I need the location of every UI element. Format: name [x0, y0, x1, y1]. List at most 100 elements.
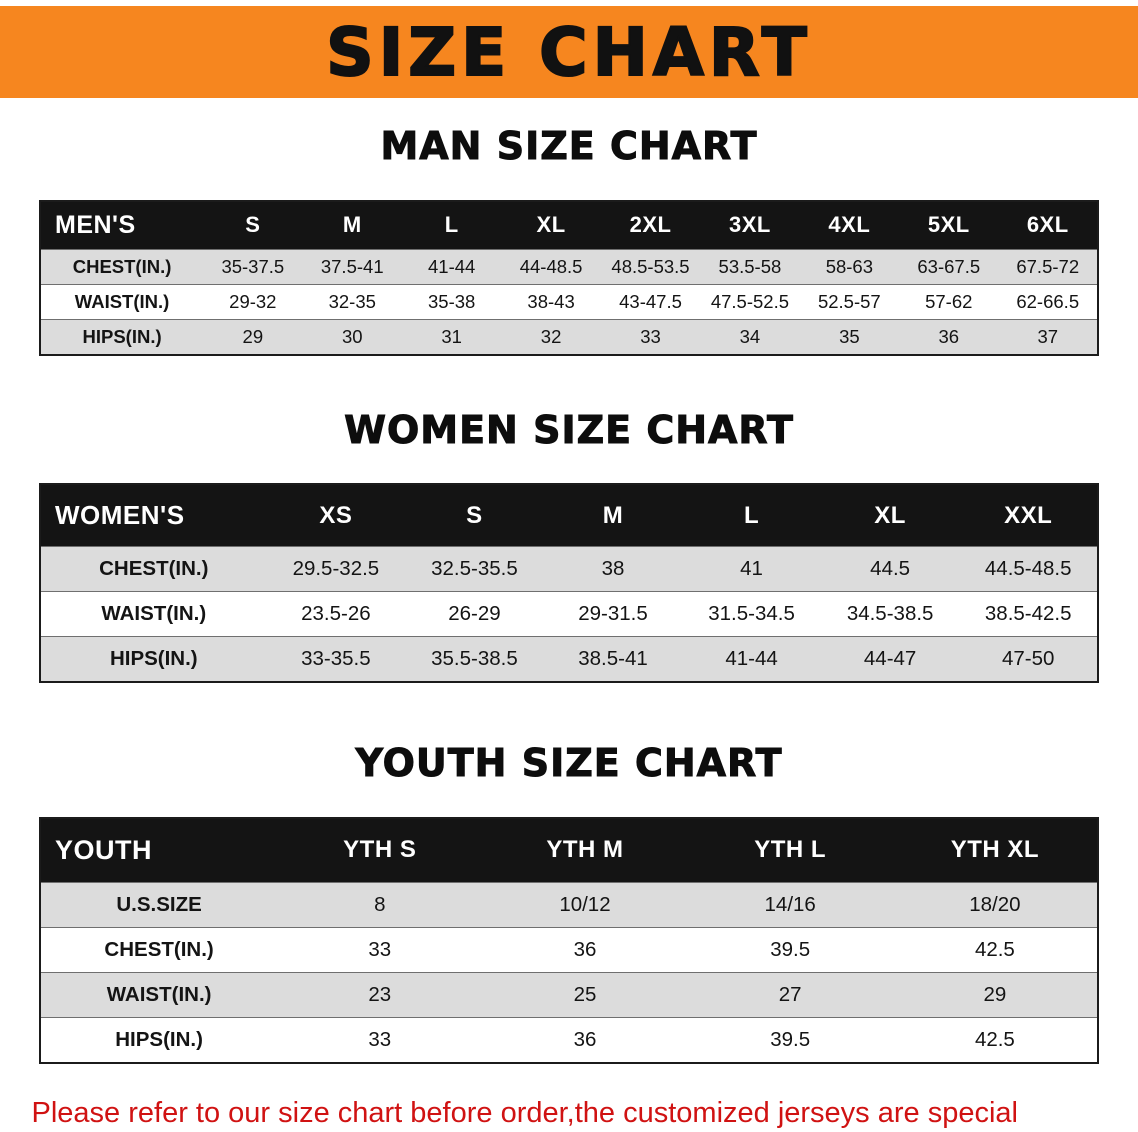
- table-row: U.S.SIZE 8 10/12 14/16 18/20: [40, 882, 1098, 928]
- table-cell: 14/16: [764, 892, 816, 916]
- table-cell: 41: [740, 557, 763, 581]
- table-cell: 38.5-42.5: [984, 602, 1072, 626]
- row-label: CHEST(IN.): [72, 255, 172, 277]
- table-cell: 8: [374, 892, 386, 916]
- table-cell: 38.5-41: [578, 647, 648, 671]
- table-cell: 47.5-52.5: [710, 290, 790, 312]
- table-cell: 31: [441, 325, 462, 347]
- men-size-table: MEN'S S M L XL 2XL 3XL 4XL 5XL 6XL CHEST(IN.) 35-37…: [39, 199, 1099, 356]
- women-size-table: WOMEN'S XS S M L XL XXL CHEST(IN.) 29.5-32.5 32.5…: [39, 483, 1099, 684]
- table-header-row: WOMEN'S XS S M L XL XXL: [40, 484, 1098, 547]
- table-row: CHEST(IN.) 29.5-32.5 32.5-35.5 38 41 44.5 44.5…: [40, 546, 1098, 592]
- table-cell: 33: [640, 325, 661, 347]
- row-label: HIPS(IN.): [109, 647, 198, 671]
- table-cell: 29: [242, 325, 264, 347]
- size-column-header: YTH M: [482, 817, 688, 883]
- table-cell: 33-35.5: [301, 647, 371, 671]
- size-column-header: L: [401, 200, 502, 250]
- man-size-chart-section: MAN SIZE CHART MEN'S S M L XL 2XL 3XL 4XL 5XL 6XL…: [0, 124, 1138, 356]
- table-cell: 35-37.5: [221, 255, 285, 277]
- table-header-row: MEN'S S M L XL 2XL 3XL 4XL 5XL 6XL: [40, 200, 1098, 250]
- table-cell: 29: [983, 982, 1007, 1006]
- order-policy-note: Please refer to our size chart before or…: [32, 1094, 1107, 1132]
- table-cell: 29-32: [229, 290, 277, 312]
- table-cell: 18/20: [969, 892, 1021, 916]
- table-row: CHEST(IN.) 33 36 39.5 42.5: [40, 927, 1098, 973]
- table-cell: 36: [573, 937, 597, 961]
- table-cell: 37.5-41: [320, 255, 384, 277]
- size-column-header: M: [543, 484, 683, 547]
- size-chart-banner: SIZE CHART: [0, 6, 1138, 98]
- youth-size-table: YOUTH YTH S YTH M YTH L YTH XL U.S.SIZE 8 10/12…: [39, 816, 1099, 1064]
- table-cell: 44-48.5: [519, 255, 583, 277]
- size-column-header: YTH L: [687, 817, 893, 883]
- table-row: CHEST(IN.) 35-37.5 37.5-41 41-44 44-48.5 48.5…: [40, 249, 1098, 285]
- table-cell: 48.5-53.5: [611, 255, 690, 277]
- table-corner-label: WOMEN'S: [40, 484, 267, 547]
- table-cell: 36: [573, 1027, 597, 1051]
- size-column-header: M: [302, 200, 402, 250]
- size-column-header: 4XL: [799, 200, 900, 250]
- table-cell: 26-29: [448, 602, 501, 626]
- table-cell: 25: [573, 982, 597, 1006]
- size-column-header: 2XL: [600, 200, 701, 250]
- row-label: U.S.SIZE: [116, 892, 202, 916]
- table-cell: 41-44: [428, 255, 476, 277]
- table-cell: 27: [778, 982, 802, 1006]
- table-cell: 44-47: [863, 647, 917, 671]
- size-column-header: 3XL: [700, 200, 800, 250]
- table-cell: 32: [540, 325, 562, 347]
- table-cell: 32-35: [328, 290, 376, 312]
- table-cell: 31.5-34.5: [708, 602, 795, 626]
- table-cell: 57-62: [925, 290, 973, 312]
- table-row: WAIST(IN.) 23.5-26 26-29 29-31.5 31.5-34.5 34…: [40, 591, 1098, 637]
- table-row: WAIST(IN.) 29-32 32-35 35-38 38-43 43-47.5 47.…: [40, 284, 1098, 320]
- youth-size-chart-section: YOUTH SIZE CHART YOUTH YTH S YTH M YTH L YTH…: [0, 741, 1138, 1064]
- banner-title: SIZE CHART: [325, 13, 812, 92]
- size-column-header: YTH XL: [892, 817, 1098, 883]
- table-cell: 67.5-72: [1016, 255, 1080, 277]
- row-label: WAIST(IN.): [106, 982, 212, 1006]
- row-label: CHEST(IN.): [104, 937, 214, 961]
- table-cell: 44.5: [870, 557, 911, 581]
- table-cell: 47-50: [1001, 647, 1055, 671]
- note-line-1: Please refer to our size chart before or…: [31, 1096, 1018, 1129]
- table-cell: 38: [601, 557, 625, 581]
- table-cell: 35-38: [428, 290, 476, 312]
- table-cell: 62-66.5: [1016, 290, 1080, 312]
- table-cell: 39.5: [770, 937, 811, 961]
- row-label: WAIST(IN.): [74, 290, 170, 312]
- table-cell: 30: [341, 325, 363, 347]
- table-row: HIPS(IN.) 29 30 31 32 33 34 35 36 37: [40, 319, 1098, 355]
- table-corner-label: MEN'S: [40, 200, 204, 250]
- table-cell: 36: [938, 325, 960, 347]
- table-cell: 39.5: [770, 1027, 811, 1051]
- row-label: CHEST(IN.): [99, 557, 209, 581]
- size-column-header: XXL: [959, 484, 1098, 547]
- table-header-row: YOUTH YTH S YTH M YTH L YTH XL: [40, 817, 1098, 883]
- table-cell: 41-44: [725, 647, 778, 671]
- women-size-chart-heading: WOMEN SIZE CHART: [344, 407, 794, 452]
- table-cell: 42.5: [974, 1027, 1015, 1051]
- table-cell: 58-63: [825, 255, 874, 277]
- table-cell: 23: [368, 982, 392, 1006]
- table-row: HIPS(IN.) 33 36 39.5 42.5: [40, 1017, 1098, 1063]
- women-size-chart-section: WOMEN SIZE CHART WOMEN'S XS S M L XL XXL CHEST(…: [0, 407, 1138, 684]
- table-corner-label: YOUTH: [40, 817, 278, 883]
- table-cell: 63-67.5: [917, 255, 981, 277]
- table-row: WAIST(IN.) 23 25 27 29: [40, 972, 1098, 1018]
- man-size-chart-heading: MAN SIZE CHART: [380, 124, 758, 169]
- table-cell: 35: [839, 325, 860, 347]
- table-cell: 10/12: [559, 892, 611, 916]
- table-cell: 34: [739, 325, 761, 347]
- table-cell: 44.5-48.5: [984, 557, 1072, 581]
- youth-size-chart-heading: YOUTH SIZE CHART: [355, 741, 783, 786]
- table-cell: 33: [368, 937, 392, 961]
- table-cell: 29.5-32.5: [292, 557, 380, 581]
- table-cell: 52.5-57: [817, 290, 881, 312]
- size-column-header: XL: [820, 484, 960, 547]
- row-label: HIPS(IN.): [82, 325, 162, 347]
- size-column-header: XL: [501, 200, 601, 250]
- table-cell: 43-47.5: [619, 290, 682, 312]
